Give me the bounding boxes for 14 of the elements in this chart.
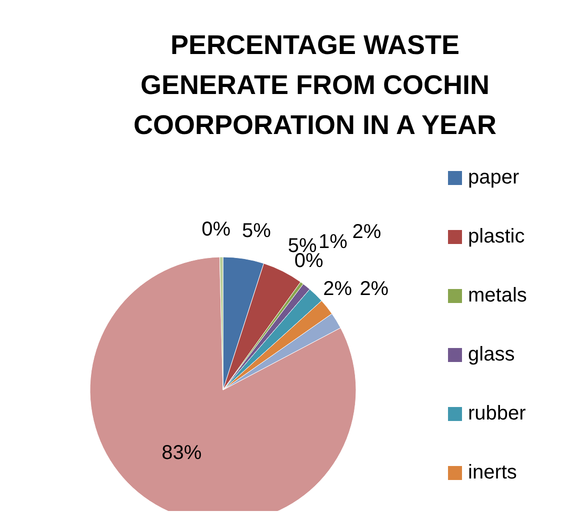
legend-label: plastic [468, 225, 525, 248]
data-label: 2% [323, 278, 352, 300]
data-label: 2% [352, 220, 382, 243]
data-label: 2% [360, 278, 389, 300]
data-label: 1% [318, 230, 348, 253]
data-label: 0% [202, 218, 231, 240]
chart-title: PERCENTAGE WASTE GENERATE FROM COCHIN COORPORATION IN A YEAR [133, 30, 497, 140]
data-label: 83% [162, 442, 202, 464]
legend-label: rubber [468, 402, 526, 424]
data-label: 5% [242, 220, 272, 242]
legend-label: glass [468, 343, 515, 366]
legend-label: metals [468, 284, 527, 306]
legend-label: inerts [468, 461, 517, 484]
legend-label: paper [468, 166, 520, 188]
